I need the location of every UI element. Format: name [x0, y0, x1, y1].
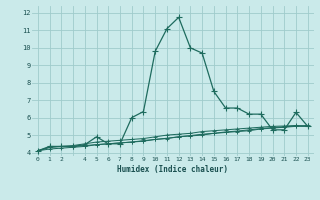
X-axis label: Humidex (Indice chaleur): Humidex (Indice chaleur)	[117, 165, 228, 174]
